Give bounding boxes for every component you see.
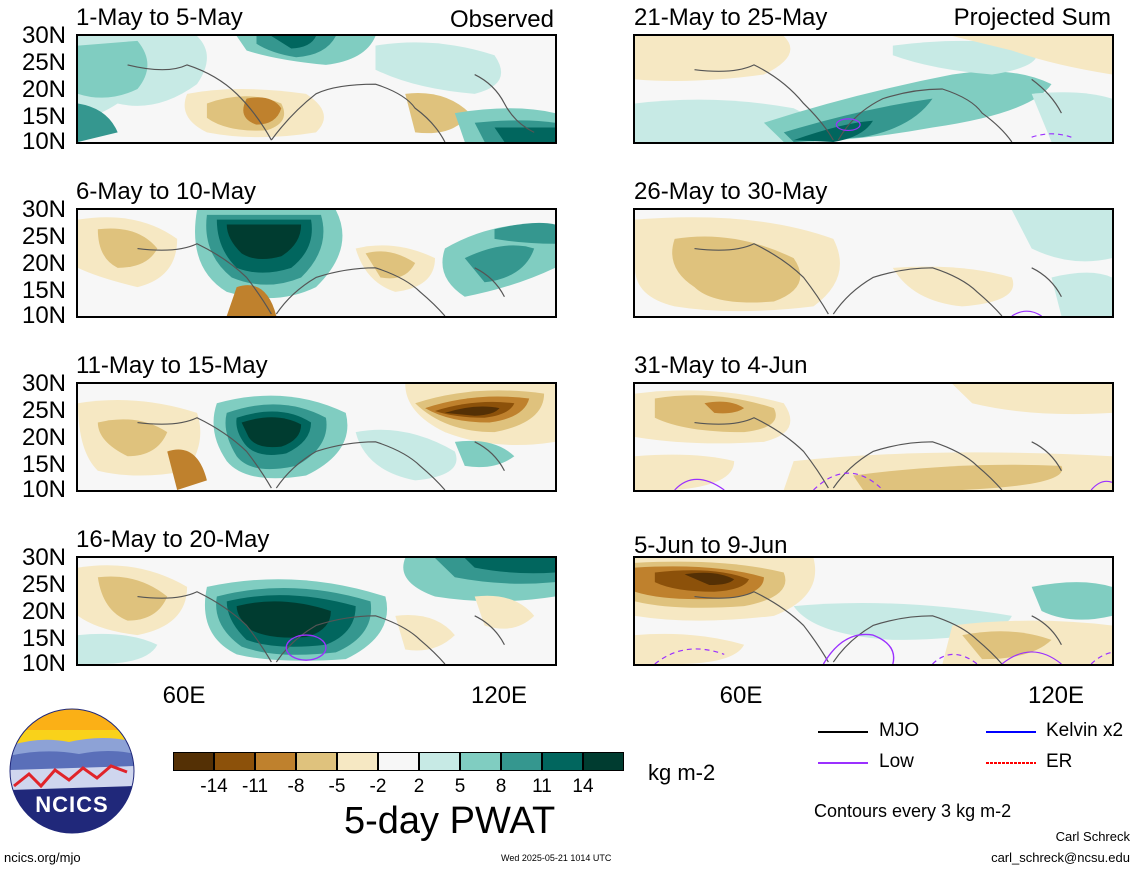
lat-label: 25N: [21, 49, 66, 76]
logo-text: NCICS: [35, 792, 108, 817]
legend-line-low: [818, 762, 868, 764]
colorbar-swatch: [173, 752, 214, 771]
lon-label: 120E: [1027, 682, 1085, 709]
colorbar-swatch: [419, 752, 460, 771]
colorbar-tick: -2: [369, 776, 387, 797]
observed-label: Observed: [449, 6, 554, 33]
colorbar-swatch: [378, 752, 419, 771]
lat-label: 15N: [21, 277, 66, 304]
colorbar-swatch: [501, 752, 542, 771]
panel-title: 6-May to 10-May: [76, 178, 257, 205]
lat-label: 30N: [21, 544, 66, 571]
footer-timestamp: Wed 2025-05-21 1014 UTC: [501, 853, 612, 863]
map-panel-8: [633, 556, 1114, 666]
panel-title: 1-May to 5-May: [76, 4, 243, 31]
legend-label-low: Low: [879, 751, 914, 772]
map-panel-5: [76, 382, 557, 492]
legend-label-er: ER: [1046, 751, 1073, 772]
lat-label: 10N: [21, 650, 66, 677]
lat-label: 30N: [21, 196, 66, 223]
lat-label: 30N: [21, 22, 66, 49]
legend-label-kelvin: Kelvin x2: [1046, 720, 1124, 741]
colorbar-swatch: [542, 752, 583, 771]
colorbar-swatch: [337, 752, 378, 771]
map-panel-1: [76, 34, 557, 144]
legend-line-er: [986, 762, 1036, 764]
colorbar-units: kg m-2: [648, 760, 716, 785]
colorbar-tick: 2: [413, 776, 425, 797]
lat-label: 10N: [21, 476, 66, 503]
footer-author: Carl Schreck: [1055, 829, 1130, 844]
map-panel-6: [633, 382, 1114, 492]
panel-title: 11-May to 15-May: [76, 352, 268, 379]
panel-title: 21-May to 25-May: [634, 4, 828, 31]
lat-label: 25N: [21, 571, 66, 598]
lat-label: 15N: [21, 625, 66, 652]
lon-label: 60E: [719, 682, 763, 709]
panel-title: 31-May to 4-Jun: [634, 352, 808, 379]
legend-line-mjo: [818, 731, 868, 733]
colorbar-tick: -5: [328, 776, 346, 797]
chart-title: 5-day PWAT: [344, 800, 556, 842]
map-panel-7: [76, 556, 557, 666]
lat-label: 20N: [21, 424, 66, 451]
colorbar-tick: 5: [454, 776, 466, 797]
colorbar-tick: 11: [532, 776, 552, 797]
lon-label: 120E: [470, 682, 528, 709]
colorbar-swatch: [214, 752, 255, 771]
colorbar-swatch: [460, 752, 501, 771]
lon-label: 60E: [162, 682, 206, 709]
lat-label: 25N: [21, 397, 66, 424]
projected-sum-label: Projected Sum: [953, 4, 1111, 31]
contour-note: Contours every 3 kg m-2: [814, 801, 1012, 821]
lat-label: 30N: [21, 370, 66, 397]
lat-label: 20N: [21, 598, 66, 625]
ncics-logo: NCICS: [9, 708, 135, 834]
colorbar-tick: -14: [200, 776, 228, 797]
colorbar-tick: 14: [572, 776, 594, 797]
footer-url[interactable]: ncics.org/mjo: [4, 850, 81, 865]
lat-label: 15N: [21, 451, 66, 478]
legend-line-kelvin: [986, 731, 1036, 733]
colorbar-swatch: [583, 752, 624, 771]
lat-label: 20N: [21, 76, 66, 103]
colorbar-swatch: [296, 752, 337, 771]
colorbar-tick: -11: [241, 776, 269, 797]
lat-label: 25N: [21, 223, 66, 250]
legend-label-mjo: MJO: [879, 720, 920, 741]
map-panel-3: [76, 208, 557, 318]
lat-label: 20N: [21, 250, 66, 277]
lat-label: 15N: [21, 103, 66, 130]
footer-email[interactable]: carl_schreck@ncsu.edu: [991, 850, 1130, 865]
lat-label: 10N: [21, 302, 66, 329]
map-panel-4: [633, 208, 1114, 318]
panel-title: 26-May to 30-May: [634, 178, 828, 205]
lat-label: 10N: [21, 128, 66, 155]
panel-title: 16-May to 20-May: [76, 526, 270, 553]
panel-title: 5-Jun to 9-Jun: [634, 532, 788, 559]
colorbar-swatch: [255, 752, 296, 771]
map-panel-2: [633, 34, 1114, 144]
colorbar-tick: -8: [287, 776, 305, 797]
colorbar-tick: 8: [495, 776, 507, 797]
